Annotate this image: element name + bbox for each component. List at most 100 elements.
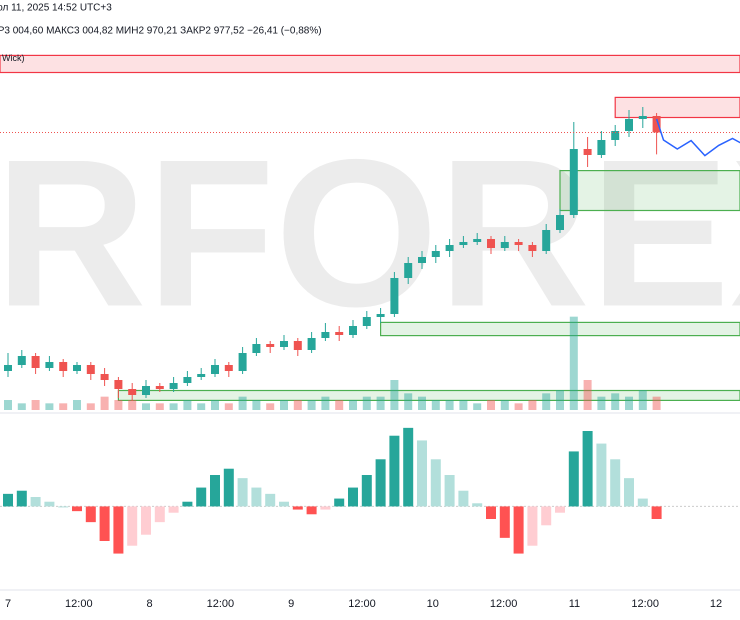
histogram-bar	[168, 506, 179, 513]
candle-body	[238, 353, 247, 371]
volume-bar	[238, 396, 247, 410]
volume-bar	[390, 380, 399, 410]
zone	[614, 96, 740, 119]
histogram-bar	[306, 506, 317, 515]
volume-bar	[321, 396, 330, 410]
histogram-bar	[499, 506, 510, 538]
x-tick-label: 10	[427, 598, 439, 610]
x-tick-label: 12:00	[207, 598, 235, 610]
candle-body	[611, 131, 620, 140]
histogram-bar	[3, 493, 13, 507]
volume-bar	[17, 403, 26, 410]
volume-bar	[418, 396, 426, 410]
histogram-bar	[375, 459, 386, 507]
histogram-bar	[582, 431, 593, 507]
volume-bar	[652, 396, 661, 410]
candle-body	[183, 377, 192, 383]
histogram-bar	[72, 506, 82, 512]
volume-bar	[197, 403, 206, 410]
histogram-bar	[513, 506, 524, 554]
histogram-bar	[637, 498, 648, 507]
histogram-bar	[85, 506, 96, 523]
candle-body	[86, 365, 95, 374]
candle-body	[390, 278, 399, 314]
zone	[559, 170, 740, 212]
histogram-bar	[430, 459, 441, 507]
volume-bar	[155, 403, 164, 410]
candle-body	[459, 242, 468, 245]
volume-bar	[31, 400, 40, 410]
candle-body	[45, 362, 54, 368]
volume-bar	[514, 403, 523, 410]
histogram-bar	[44, 501, 55, 507]
histogram-bar	[417, 440, 427, 507]
watermark: RFOREX.com	[0, 115, 740, 350]
candle-body	[349, 326, 357, 335]
zone-label: Wick)	[2, 53, 25, 63]
candle-body	[335, 332, 344, 335]
histogram-bar	[555, 506, 565, 513]
x-tick-label: 11	[569, 598, 580, 610]
candle-body	[169, 383, 178, 389]
volume-bar	[638, 390, 647, 410]
histogram-bar	[30, 497, 41, 507]
candle-body	[404, 263, 413, 278]
histogram-bar	[196, 487, 207, 507]
volume-bar	[597, 396, 606, 410]
candle-body	[100, 374, 109, 380]
candle-body	[652, 116, 661, 133]
volume-bar	[4, 400, 12, 410]
histogram-bar	[223, 468, 234, 507]
histogram-bar	[113, 506, 124, 554]
volume-bar	[293, 400, 302, 410]
histogram-bar	[472, 503, 483, 507]
candle-body	[431, 251, 440, 257]
volume-bar	[569, 316, 578, 410]
candle-body	[114, 380, 123, 389]
histogram-bar	[541, 506, 552, 526]
histogram-bar	[389, 435, 400, 507]
volume-bar	[128, 400, 137, 410]
histogram-bar	[182, 501, 193, 507]
volume-bar	[404, 393, 413, 410]
forecast-line	[655, 118, 740, 157]
volume-bar	[169, 403, 178, 410]
histogram-bar	[527, 506, 538, 546]
histogram-bar	[458, 490, 469, 507]
histogram-bar	[265, 493, 276, 507]
volume-bar	[252, 400, 261, 410]
candle-body	[487, 239, 495, 248]
ohlc-line: ОТКР3 004,60 МАКС3 004,82 МИН2 970,21 ЗА…	[0, 26, 322, 37]
histogram-bar	[610, 459, 621, 507]
candle-body	[500, 242, 509, 248]
volume-bar	[473, 403, 482, 410]
volume-bar	[59, 403, 68, 410]
volume-bar	[431, 400, 440, 410]
histogram-bar	[596, 443, 607, 507]
histogram-bar	[154, 506, 165, 523]
candle-body	[528, 245, 537, 251]
volume-bar	[445, 400, 454, 410]
histogram-bar	[320, 506, 331, 510]
volume-bar	[45, 403, 54, 410]
volume-bar	[487, 400, 495, 410]
histogram-bar	[292, 506, 303, 510]
histogram-bar	[361, 475, 372, 507]
histogram-bar	[141, 506, 151, 535]
volume-bar	[114, 400, 123, 410]
histogram-bar	[334, 498, 345, 507]
candle-body	[142, 386, 150, 395]
candle-body	[445, 245, 454, 251]
volume-bar	[335, 400, 344, 410]
candle-body	[418, 257, 426, 263]
candle-body	[128, 389, 137, 395]
candle-body	[155, 386, 164, 389]
volume-bar	[100, 396, 109, 410]
volume-bar	[556, 390, 564, 410]
volume-bar	[625, 396, 633, 410]
volume-bar	[183, 400, 192, 410]
candle-body	[514, 242, 523, 245]
volume-bar	[459, 400, 468, 410]
volume-bar	[142, 403, 150, 410]
volume-bar	[86, 403, 95, 410]
